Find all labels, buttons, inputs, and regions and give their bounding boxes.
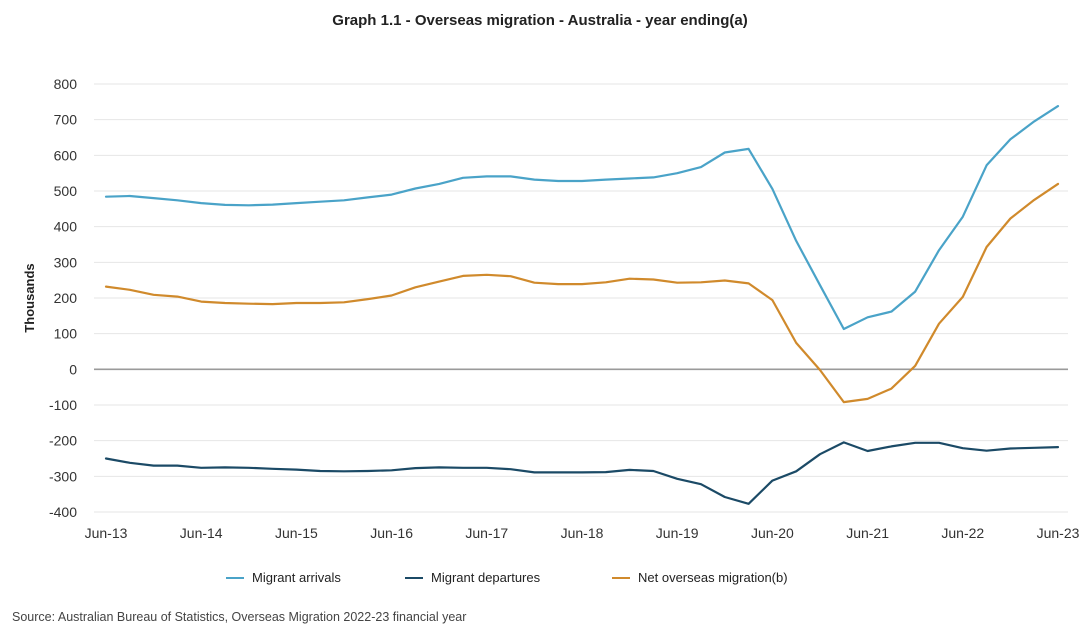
series-lines <box>104 104 1060 505</box>
x-tick-label: Jun-21 <box>846 525 889 541</box>
source-note: Source: Australian Bureau of Statistics,… <box>12 610 467 624</box>
legend-item-net-overseas-migration: Net overseas migration(b) <box>612 570 788 585</box>
x-tick-label: Jun-15 <box>275 525 318 541</box>
x-axis-ticks: Jun-13 Jun-14 Jun-15 Jun-16 Jun-17 Jun-18 Jun-… <box>85 525 1080 541</box>
y-tick-label: 300 <box>54 254 78 270</box>
y-tick-label: 500 <box>54 183 78 199</box>
legend-label-net-overseas-migration: Net overseas migration(b) <box>638 570 788 585</box>
x-tick-label: Jun-19 <box>656 525 699 541</box>
legend-swatch-migrant-departures <box>405 576 423 579</box>
y-tick-label: 100 <box>54 326 78 342</box>
y-tick-label: 800 <box>54 76 78 92</box>
y-tick-label: 200 <box>54 290 78 306</box>
x-tick-label: Jun-17 <box>465 525 508 541</box>
series-line-migrant-arrivals <box>104 104 1060 331</box>
x-tick-label: Jun-16 <box>370 525 413 541</box>
gridlines <box>94 83 1068 513</box>
y-tick-label: -400 <box>49 504 77 520</box>
y-axis-ticks: 800 700 600 500 400 300 200 100 0 -100 -200 -300 -40… <box>49 76 77 520</box>
y-tick-label: 400 <box>54 219 78 235</box>
y-axis-label: Thousands <box>22 263 37 332</box>
x-tick-label: Jun-13 <box>85 525 128 541</box>
y-tick-label: -200 <box>49 433 77 449</box>
y-tick-label: 0 <box>69 361 77 377</box>
y-tick-label: 700 <box>54 112 78 128</box>
legend-label-migrant-departures: Migrant departures <box>431 570 541 585</box>
legend-item-migrant-arrivals: Migrant arrivals <box>226 570 341 585</box>
legend: Migrant arrivals Migrant departures Net … <box>0 570 1080 590</box>
x-tick-label: Jun-23 <box>1037 525 1080 541</box>
legend-item-migrant-departures: Migrant departures <box>405 570 540 585</box>
chart-title: Graph 1.1 - Overseas migration - Austral… <box>332 12 748 29</box>
legend-swatch-net-overseas-migration <box>612 576 630 579</box>
x-tick-label: Jun-20 <box>751 525 794 541</box>
legend-label-migrant-arrivals: Migrant arrivals <box>252 570 341 585</box>
series-line-net-overseas-migration-b <box>104 182 1060 404</box>
x-tick-label: Jun-18 <box>561 525 604 541</box>
y-tick-label: 600 <box>54 147 78 163</box>
legend-swatch-migrant-arrivals <box>226 576 244 579</box>
x-tick-label: Jun-14 <box>180 525 223 541</box>
x-tick-label: Jun-22 <box>941 525 984 541</box>
y-tick-label: -300 <box>49 468 77 484</box>
y-tick-label: -100 <box>49 397 77 413</box>
series-line-migrant-departures <box>104 441 1060 505</box>
